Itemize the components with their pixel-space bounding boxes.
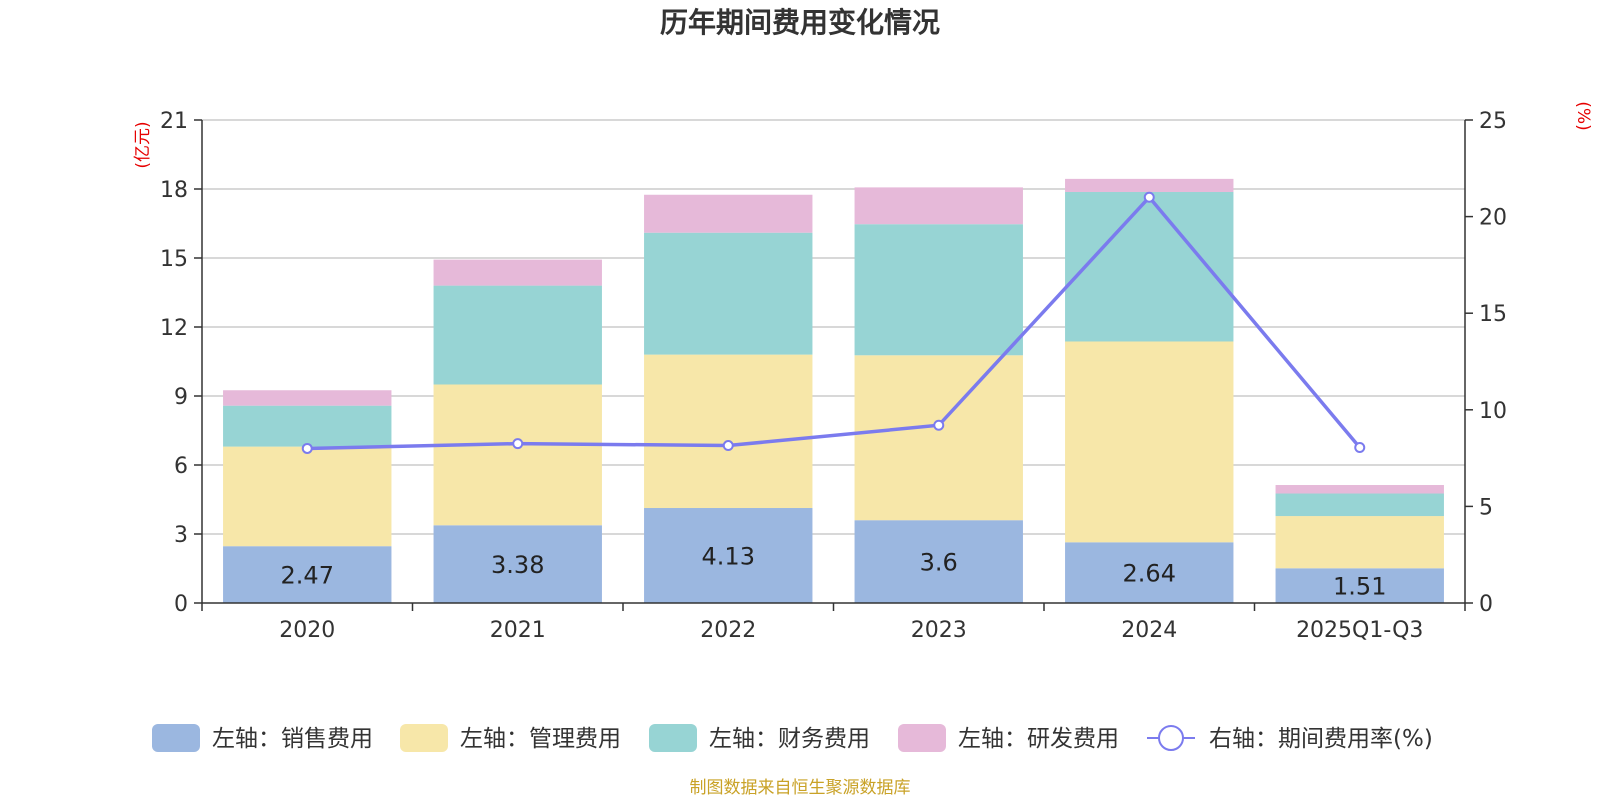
rate-point xyxy=(301,442,313,454)
bar-segment-s0-c4 xyxy=(1065,542,1234,603)
bar-segment-s2-c2 xyxy=(644,232,813,355)
left-axis-tick-label: 18 xyxy=(160,178,188,203)
grid-lines xyxy=(202,119,1465,535)
legend-swatch xyxy=(400,724,448,752)
bar-segment-s2-c3 xyxy=(854,224,1023,356)
bar-segment-s1-c0 xyxy=(223,446,392,547)
legend-swatch xyxy=(649,724,697,752)
right-axis-tick-label: 25 xyxy=(1479,109,1507,134)
bar-segment-s2-c1 xyxy=(433,285,602,385)
legend-label: 左轴：管理费用 xyxy=(460,726,621,752)
axes: 0 3 6 9 12 15 18 21 0 5 10 15 20 25 2020 2021 2022 2023 20… xyxy=(160,109,1507,643)
x-axis-tick-label: 2020 xyxy=(279,618,335,643)
left-axis-tick-label: 0 xyxy=(174,592,188,617)
bar-segment-s3-c2 xyxy=(644,194,813,233)
bar-segment-s3-c0 xyxy=(223,390,392,406)
bar-segment-s1-c3 xyxy=(854,355,1023,521)
bar-segment-s2-c0 xyxy=(223,405,392,447)
data-label: 2.47 xyxy=(281,562,334,590)
legend: 左轴：销售费用 左轴：管理费用 左轴：财务费用 左轴：研发费用 右轴：期间费用率(%) xyxy=(152,724,1433,752)
bar-segment-s0-c3 xyxy=(854,520,1023,603)
chart-title: 历年期间费用变化情况 xyxy=(660,6,940,39)
data-labels: 2.47 3.38 4.13 3.6 2.64 1.51 xyxy=(281,543,1387,601)
left-axis-tick-label: 3 xyxy=(174,523,188,548)
x-axis-tick-label: 2023 xyxy=(911,618,967,643)
left-axis-unit: (亿元) xyxy=(133,121,153,168)
bar-segment-s2-c4 xyxy=(1065,191,1234,342)
bar-segment-s1-c1 xyxy=(433,384,602,526)
x-axis-tick-label: 2024 xyxy=(1121,618,1177,643)
rate-point xyxy=(1354,441,1366,453)
bar-segment-s0-c1 xyxy=(433,525,602,603)
data-label: 4.13 xyxy=(702,543,755,571)
bar-segment-s3-c3 xyxy=(854,187,1023,225)
right-axis-tick-label: 5 xyxy=(1479,495,1493,520)
right-axis-tick-label: 15 xyxy=(1479,302,1507,327)
left-axis-tick-label: 21 xyxy=(160,109,188,134)
rate-point xyxy=(933,419,945,431)
rate-line xyxy=(307,194,1362,451)
x-axis-tick-label: 2022 xyxy=(700,618,756,643)
left-axis-tick-label: 6 xyxy=(174,454,188,479)
data-label: 1.51 xyxy=(1333,573,1386,601)
bar-segment-s3-c1 xyxy=(433,259,602,286)
bar-segment-s0-c2 xyxy=(644,508,813,603)
bar-segment-s0-c5 xyxy=(1275,568,1444,603)
bar-stacks xyxy=(223,178,1444,603)
legend-swatch xyxy=(152,724,200,752)
rate-point xyxy=(1143,191,1155,203)
left-axis-tick-label: 12 xyxy=(160,316,188,341)
bar-segment-s1-c5 xyxy=(1275,516,1444,569)
legend-label: 左轴：销售费用 xyxy=(212,726,373,752)
right-axis-tick-label: 10 xyxy=(1479,399,1507,424)
source-note: 制图数据来自恒生聚源数据库 xyxy=(690,778,911,798)
rate-point xyxy=(722,440,734,452)
rate-line-series xyxy=(301,191,1366,454)
legend-label: 左轴：财务费用 xyxy=(709,726,870,752)
x-axis-tick-label: 2021 xyxy=(490,618,546,643)
bar-segment-s1-c2 xyxy=(644,354,813,509)
left-axis-tick-label: 9 xyxy=(174,385,188,410)
bar-segment-s0-c0 xyxy=(223,546,392,603)
rate-point xyxy=(512,438,524,450)
right-axis-tick-label: 20 xyxy=(1479,206,1507,231)
right-axis-tick-label: 0 xyxy=(1479,592,1493,617)
right-axis-unit: (%) xyxy=(1573,101,1593,130)
legend-label: 左轴：研发费用 xyxy=(958,726,1119,752)
bar-segment-s1-c4 xyxy=(1065,341,1234,543)
data-label: 3.38 xyxy=(491,551,544,579)
data-label: 2.64 xyxy=(1123,560,1176,588)
x-axis-tick-label: 2025Q1-Q3 xyxy=(1296,618,1423,643)
legend-label: 右轴：期间费用率(%) xyxy=(1209,726,1433,752)
data-label: 3.6 xyxy=(920,549,958,577)
left-axis-tick-label: 15 xyxy=(160,247,188,272)
bar-segment-s2-c5 xyxy=(1275,493,1444,517)
legend-marker xyxy=(1158,725,1184,751)
bar-segment-s3-c4 xyxy=(1065,178,1234,192)
bar-segment-s3-c5 xyxy=(1275,485,1444,494)
legend-swatch xyxy=(898,724,946,752)
